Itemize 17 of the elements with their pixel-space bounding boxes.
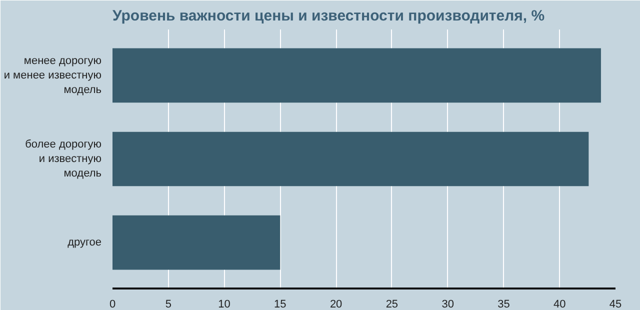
- x-tick-label: 35: [498, 298, 510, 310]
- chart-title: Уровень важности цены и известности производителя, %: [112, 8, 545, 24]
- y-tick-label: более дорогую и известную модель: [25, 138, 102, 180]
- bar: [112, 132, 589, 186]
- x-tick-label: 40: [553, 298, 566, 310]
- y-tick-label: другое: [68, 236, 102, 249]
- x-tick-label: 45: [609, 298, 622, 310]
- x-tick-label: 30: [442, 298, 454, 310]
- x-tick-label: 25: [386, 298, 398, 310]
- x-tick-label: 5: [165, 298, 172, 310]
- x-tick-label: 0: [109, 298, 116, 310]
- bar: [112, 215, 280, 270]
- x-tick-label: 15: [274, 298, 286, 310]
- x-tick-label: 20: [330, 298, 342, 310]
- y-tick-label: менее дорогую и менее известную модель: [4, 55, 102, 96]
- x-tick-label: 10: [218, 298, 230, 310]
- bar: [112, 48, 601, 103]
